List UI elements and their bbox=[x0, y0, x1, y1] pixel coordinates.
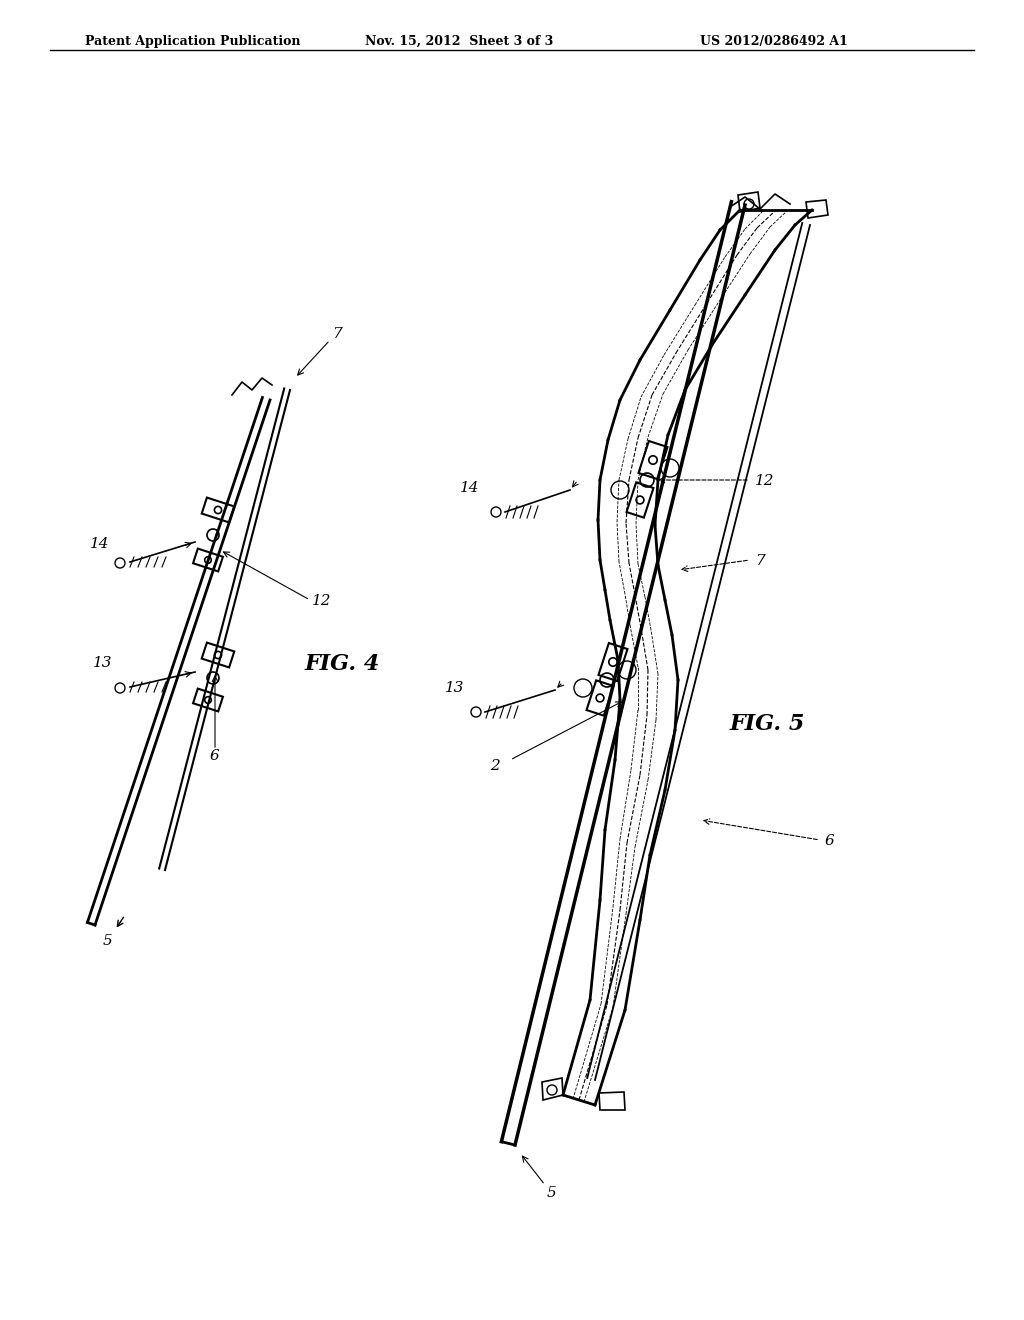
Text: 6: 6 bbox=[210, 748, 220, 763]
Text: US 2012/0286492 A1: US 2012/0286492 A1 bbox=[700, 36, 848, 48]
Text: 14: 14 bbox=[460, 480, 479, 495]
Text: FIG. 4: FIG. 4 bbox=[305, 653, 380, 675]
Text: Nov. 15, 2012  Sheet 3 of 3: Nov. 15, 2012 Sheet 3 of 3 bbox=[365, 36, 553, 48]
Text: 7: 7 bbox=[332, 327, 342, 341]
Text: 13: 13 bbox=[93, 656, 113, 671]
Text: 5: 5 bbox=[103, 935, 113, 948]
Text: FIG. 5: FIG. 5 bbox=[730, 713, 805, 735]
Text: 5: 5 bbox=[547, 1185, 557, 1200]
Text: 14: 14 bbox=[90, 537, 110, 550]
Text: 12: 12 bbox=[755, 474, 774, 488]
Text: 7: 7 bbox=[755, 554, 765, 568]
Text: 13: 13 bbox=[445, 681, 465, 696]
Text: Patent Application Publication: Patent Application Publication bbox=[85, 36, 300, 48]
Text: 12: 12 bbox=[312, 594, 332, 609]
Text: 6: 6 bbox=[825, 834, 835, 847]
Text: 2: 2 bbox=[490, 759, 500, 774]
